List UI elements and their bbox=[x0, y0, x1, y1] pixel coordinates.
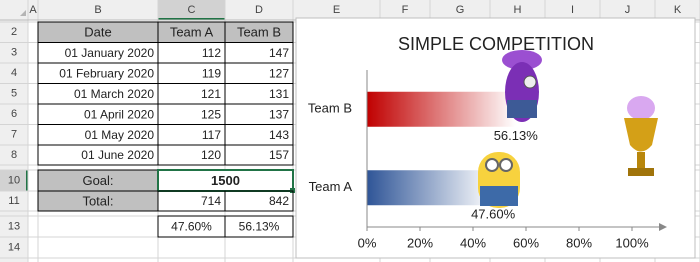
x-tick-label: 60% bbox=[513, 235, 539, 250]
x-tick-label: 40% bbox=[460, 235, 486, 250]
cell-text: 121 bbox=[201, 87, 221, 101]
row-header[interactable]: 11 bbox=[8, 195, 19, 207]
cell-text: 56.13% bbox=[239, 220, 280, 234]
minion-eye bbox=[485, 158, 499, 172]
column-header[interactable]: G bbox=[456, 4, 465, 16]
cell-text: Goal: bbox=[82, 173, 113, 188]
chart: SIMPLE COMPETITION 0% 20% 40% 60% 80% 100% Team… bbox=[295, 17, 696, 259]
select-all-corner[interactable] bbox=[20, 10, 26, 16]
cell-text: 47.60% bbox=[171, 220, 212, 234]
row-header[interactable]: 6 bbox=[11, 108, 17, 120]
cell-text: 842 bbox=[269, 194, 289, 208]
minion-eye bbox=[499, 158, 513, 172]
column-header[interactable]: C bbox=[188, 4, 196, 16]
minion-eye bbox=[523, 75, 537, 89]
total-cell[interactable] bbox=[224, 190, 294, 212]
column-header[interactable]: H bbox=[514, 4, 522, 16]
column-header[interactable]: F bbox=[402, 4, 409, 16]
value-label: 47.60% bbox=[471, 207, 516, 222]
minion-overalls bbox=[480, 186, 518, 206]
column-header[interactable]: E bbox=[333, 4, 340, 16]
cell-text: 147 bbox=[269, 46, 289, 60]
row-header[interactable]: 14 bbox=[8, 241, 20, 253]
cell-text: Total: bbox=[82, 193, 113, 208]
cell-text: 112 bbox=[202, 46, 221, 60]
minion-hair bbox=[502, 50, 542, 70]
yellow-minion bbox=[478, 152, 520, 208]
cell-text: 1500 bbox=[211, 173, 240, 188]
category-label: Team B bbox=[308, 101, 352, 116]
purple-minion bbox=[502, 50, 542, 122]
cell-text: 120 bbox=[201, 148, 221, 162]
trophy-base bbox=[628, 168, 654, 176]
bar bbox=[367, 91, 516, 127]
row-header[interactable]: 2 bbox=[11, 26, 17, 38]
data-cell[interactable] bbox=[224, 144, 294, 166]
column-header[interactable]: B bbox=[94, 4, 101, 16]
minion-overalls bbox=[507, 100, 537, 118]
bar bbox=[367, 170, 494, 206]
cell-text: Team A bbox=[170, 25, 214, 40]
cell-text: 01 January 2020 bbox=[65, 46, 155, 60]
cell-text: 127 bbox=[269, 66, 289, 80]
row-header[interactable]: 13 bbox=[8, 220, 20, 232]
x-tick-label: 20% bbox=[407, 235, 433, 250]
cell-text: 137 bbox=[269, 107, 289, 121]
row-header[interactable]: 8 bbox=[11, 149, 17, 161]
cell-text: 117 bbox=[202, 128, 221, 142]
cell-text: 01 March 2020 bbox=[74, 87, 154, 101]
cell-text: Date bbox=[84, 25, 111, 40]
x-tick-label: 80% bbox=[566, 235, 592, 250]
trophy bbox=[624, 96, 658, 176]
row-header[interactable]: 10 bbox=[8, 174, 20, 186]
x-tick-label: 100% bbox=[615, 235, 649, 250]
percent-cell[interactable] bbox=[224, 215, 294, 238]
cell-text: 119 bbox=[202, 66, 221, 80]
cell-text: 125 bbox=[201, 107, 221, 121]
cell-text: 01 May 2020 bbox=[85, 128, 155, 142]
column-header[interactable]: A bbox=[29, 4, 37, 16]
column-header[interactable]: K bbox=[674, 4, 682, 16]
trophy-cup bbox=[624, 118, 658, 152]
cell-text: Team B bbox=[237, 25, 281, 40]
cell-text: 01 February 2020 bbox=[59, 66, 154, 80]
x-tick-label: 0% bbox=[358, 235, 377, 250]
cell-text: 131 bbox=[269, 87, 289, 101]
x-axis-arrow bbox=[659, 223, 667, 231]
cell-text: 01 April 2020 bbox=[84, 107, 154, 121]
column-header-bar bbox=[0, 0, 700, 20]
row-header[interactable]: 3 bbox=[11, 47, 17, 59]
chart-title: SIMPLE COMPETITION bbox=[398, 34, 594, 54]
cell-text: 01 June 2020 bbox=[81, 148, 154, 162]
category-label: Team A bbox=[309, 179, 353, 194]
row-header[interactable]: 4 bbox=[11, 67, 17, 79]
selected-row-header bbox=[0, 170, 28, 191]
cell-text: 157 bbox=[269, 148, 289, 162]
row-header-bar bbox=[0, 0, 28, 262]
trophy-flame bbox=[627, 96, 655, 120]
column-header[interactable]: D bbox=[255, 4, 263, 16]
cell-text: 714 bbox=[201, 194, 221, 208]
value-label: 56.13% bbox=[494, 128, 539, 143]
column-header[interactable]: J bbox=[625, 4, 631, 16]
column-header[interactable]: I bbox=[571, 4, 574, 16]
cell-text: 143 bbox=[269, 128, 289, 142]
row-header[interactable]: 7 bbox=[11, 129, 17, 141]
row-header[interactable]: 5 bbox=[11, 88, 17, 100]
selected-column-header bbox=[158, 0, 225, 20]
trophy-stem bbox=[637, 152, 645, 168]
